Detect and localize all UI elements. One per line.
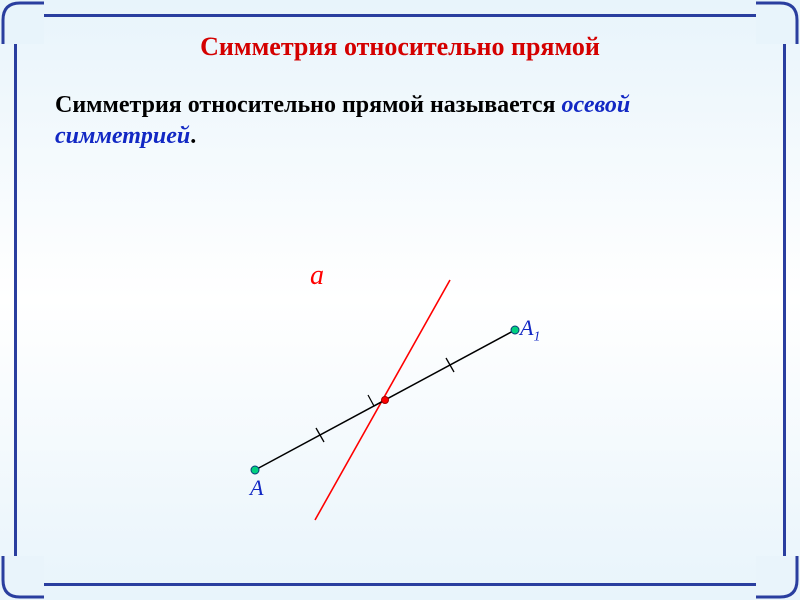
tick-mark-2: [446, 358, 454, 372]
point-label-A1-sub: 1: [533, 329, 540, 344]
point-label-A1: А1: [520, 315, 540, 345]
point-label-A: А: [250, 475, 263, 501]
point-A1: [511, 326, 520, 335]
slide-title: Симметрия относительно прямой: [0, 32, 800, 62]
corner-ornament-br: [756, 556, 800, 600]
point-midpoint: [381, 396, 389, 404]
axis-label-a: a: [310, 260, 324, 292]
definition-text: Симметрия относительно прямой называется…: [55, 90, 740, 152]
point-label-A-text: А: [250, 475, 263, 500]
corner-ornament-bl: [0, 556, 44, 600]
definition-part1: Симметрия относительно прямой называется: [55, 92, 562, 118]
tick-mark-1: [316, 428, 324, 442]
point-A: [251, 466, 260, 475]
geometry-diagram: a А А1: [200, 260, 600, 540]
definition-period: .: [190, 123, 196, 149]
point-label-A1-text: А: [520, 315, 533, 340]
